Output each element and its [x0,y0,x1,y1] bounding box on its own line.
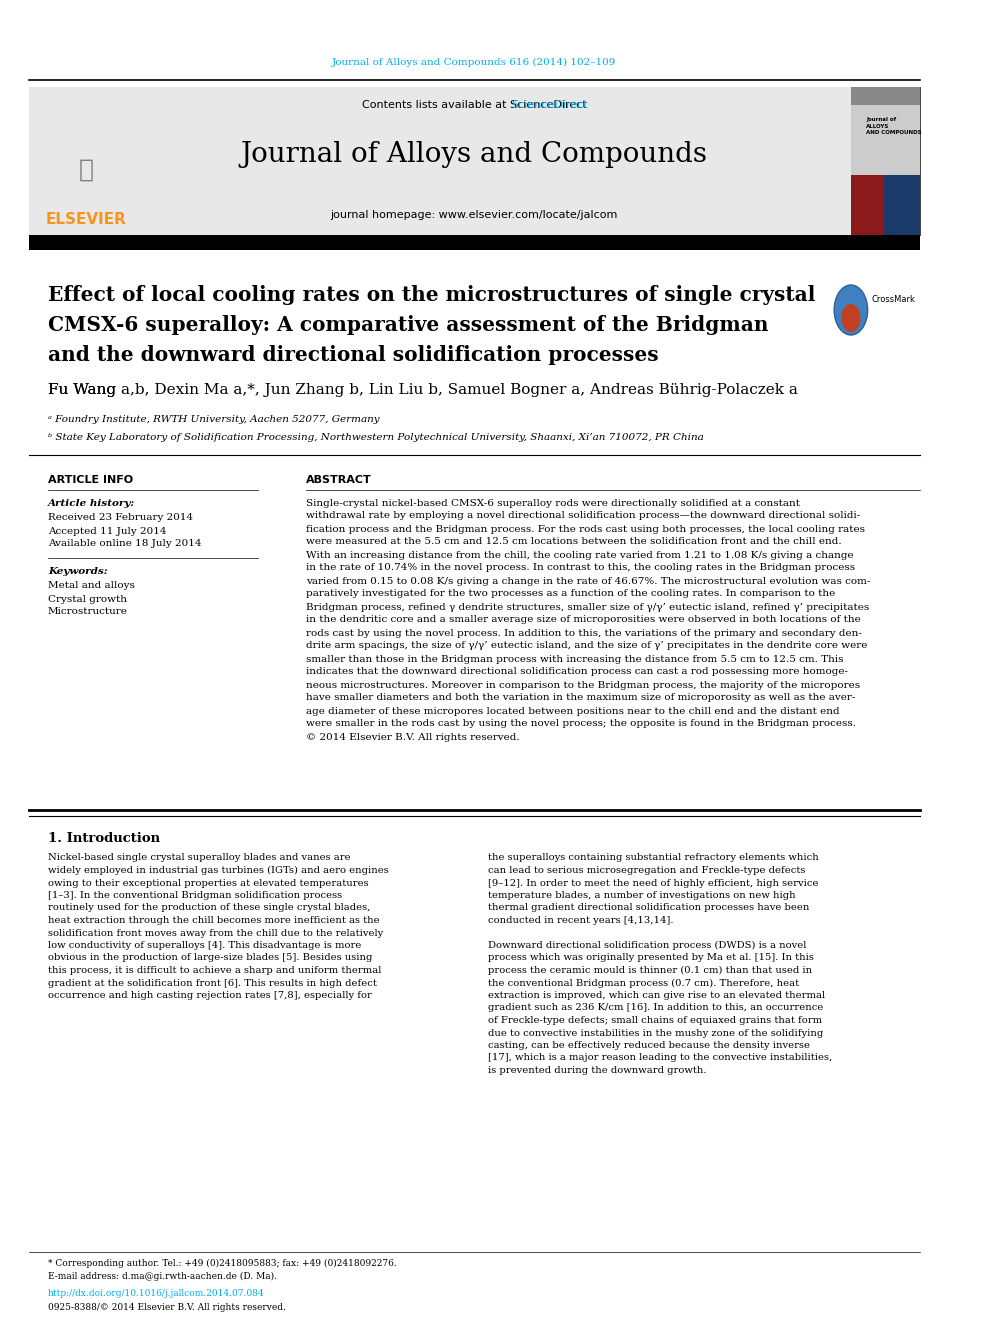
Text: Fu Wang a,b, Dexin Ma a,*, Jun Zhang b, Lin Liu b, Samuel Bogner a, Andreas Bühr: Fu Wang a,b, Dexin Ma a,*, Jun Zhang b, … [48,382,798,397]
Text: ABSTRACT: ABSTRACT [306,475,372,486]
Text: CrossMark: CrossMark [872,295,916,304]
Text: of Freckle-type defects; small chains of equiaxed grains that form: of Freckle-type defects; small chains of… [488,1016,821,1025]
Text: Nickel-based single crystal superalloy blades and vanes are: Nickel-based single crystal superalloy b… [48,853,350,863]
Text: drite arm spacings, the size of γ/γ’ eutectic island, and the size of γ’ precipi: drite arm spacings, the size of γ/γ’ eut… [306,642,867,651]
FancyBboxPatch shape [29,87,177,235]
Text: this process, it is difficult to achieve a sharp and uniform thermal: this process, it is difficult to achieve… [48,966,381,975]
Text: ARTICLE INFO: ARTICLE INFO [48,475,133,486]
Text: the superalloys containing substantial refractory elements which: the superalloys containing substantial r… [488,853,818,863]
Text: [9–12]. In order to meet the need of highly efficient, high service: [9–12]. In order to meet the need of hig… [488,878,818,888]
Text: Effect of local cooling rates on the microstructures of single crystal: Effect of local cooling rates on the mic… [48,284,815,306]
Text: gradient at the solidification front [6]. This results in high defect: gradient at the solidification front [6]… [48,979,377,987]
FancyBboxPatch shape [851,105,920,175]
Text: 🌳: 🌳 [78,157,93,183]
Text: rods cast by using the novel process. In addition to this, the variations of the: rods cast by using the novel process. In… [306,628,862,638]
Text: conducted in recent years [4,13,14].: conducted in recent years [4,13,14]. [488,916,674,925]
Text: http://dx.doi.org/10.1016/j.jallcom.2014.07.084: http://dx.doi.org/10.1016/j.jallcom.2014… [48,1289,265,1298]
Text: [1–3]. In the conventional Bridgman solidification process: [1–3]. In the conventional Bridgman soli… [48,890,342,900]
Text: Accepted 11 July 2014: Accepted 11 July 2014 [48,527,167,536]
Text: neous microstructures. Moreover in comparison to the Bridgman process, the major: neous microstructures. Moreover in compa… [306,680,860,689]
Text: due to convective instabilities in the mushy zone of the solidifying: due to convective instabilities in the m… [488,1028,822,1037]
Text: ELSEVIER: ELSEVIER [46,213,127,228]
Text: process the ceramic mould is thinner (0.1 cm) than that used in: process the ceramic mould is thinner (0.… [488,966,811,975]
Ellipse shape [834,284,868,335]
FancyBboxPatch shape [851,87,920,235]
Text: Journal of
ALLOYS
AND COMPOUNDS: Journal of ALLOYS AND COMPOUNDS [866,118,922,135]
FancyBboxPatch shape [851,87,920,105]
Text: temperature blades, a number of investigations on new high: temperature blades, a number of investig… [488,890,796,900]
FancyBboxPatch shape [885,175,920,235]
Text: journal homepage: www.elsevier.com/locate/jalcom: journal homepage: www.elsevier.com/locat… [330,210,618,220]
Text: gradient such as 236 K/cm [16]. In addition to this, an occurrence: gradient such as 236 K/cm [16]. In addit… [488,1004,823,1012]
Text: smaller than those in the Bridgman process with increasing the distance from 5.5: smaller than those in the Bridgman proce… [306,655,843,664]
Text: extraction is improved, which can give rise to an elevated thermal: extraction is improved, which can give r… [488,991,824,1000]
Text: owing to their exceptional properties at elevated temperatures: owing to their exceptional properties at… [48,878,368,888]
Text: occurrence and high casting rejection rates [7,8], especially for: occurrence and high casting rejection ra… [48,991,372,1000]
Text: Metal and alloys: Metal and alloys [48,582,135,590]
Text: Microstructure: Microstructure [48,607,128,617]
Text: low conductivity of superalloys [4]. This disadvantage is more: low conductivity of superalloys [4]. Thi… [48,941,361,950]
Text: have smaller diameters and both the variation in the maximum size of microporosi: have smaller diameters and both the vari… [306,693,855,703]
Text: varied from 0.15 to 0.08 K/s giving a change in the rate of 46.67%. The microstr: varied from 0.15 to 0.08 K/s giving a ch… [306,577,870,586]
Text: Keywords:: Keywords: [48,568,107,577]
Text: Contents lists available at ScienceDirect: Contents lists available at ScienceDirec… [362,101,586,110]
Text: ᵇ State Key Laboratory of Solidification Processing, Northwestern Polytechnical : ᵇ State Key Laboratory of Solidification… [48,433,703,442]
Text: E-mail address: d.ma@gi.rwth-aachen.de (D. Ma).: E-mail address: d.ma@gi.rwth-aachen.de (… [48,1271,277,1281]
Text: withdrawal rate by employing a novel directional solidification process—the down: withdrawal rate by employing a novel dir… [306,512,860,520]
Text: fication process and the Bridgman process. For the rods cast using both processe: fication process and the Bridgman proces… [306,524,865,533]
Text: CMSX-6 superalloy: A comparative assessment of the Bridgman: CMSX-6 superalloy: A comparative assessm… [48,315,768,335]
Text: were smaller in the rods cast by using the novel process; the opposite is found : were smaller in the rods cast by using t… [306,720,856,729]
Text: is prevented during the downward growth.: is prevented during the downward growth. [488,1066,706,1076]
Text: and the downward directional solidification processes: and the downward directional solidificat… [48,345,659,365]
Text: * Corresponding author. Tel.: +49 (0)2418095883; fax: +49 (0)2418092276.: * Corresponding author. Tel.: +49 (0)241… [48,1258,397,1267]
Text: widely employed in industrial gas turbines (IGTs) and aero engines: widely employed in industrial gas turbin… [48,867,389,875]
Text: age diameter of these micropores located between positions near to the chill end: age diameter of these micropores located… [306,706,839,716]
Text: can lead to serious microsegregation and Freckle-type defects: can lead to serious microsegregation and… [488,867,805,875]
Text: Single-crystal nickel-based CMSX-6 superalloy rods were directionally solidified: Single-crystal nickel-based CMSX-6 super… [306,499,800,508]
Text: in the rate of 10.74% in the novel process. In contrast to this, the cooling rat: in the rate of 10.74% in the novel proce… [306,564,855,573]
FancyBboxPatch shape [29,235,920,250]
FancyBboxPatch shape [29,87,851,235]
Text: Article history:: Article history: [48,499,135,508]
Text: Fu Wang: Fu Wang [48,382,121,397]
Text: obvious in the production of large-size blades [5]. Besides using: obvious in the production of large-size … [48,954,372,963]
Text: 1. Introduction: 1. Introduction [48,831,160,844]
Text: Journal of Alloys and Compounds 616 (2014) 102–109: Journal of Alloys and Compounds 616 (201… [332,57,616,66]
FancyBboxPatch shape [851,175,885,235]
Text: thermal gradient directional solidification processes have been: thermal gradient directional solidificat… [488,904,808,913]
Text: the conventional Bridgman process (0.7 cm). Therefore, heat: the conventional Bridgman process (0.7 c… [488,979,799,987]
Text: Downward directional solidification process (DWDS) is a novel: Downward directional solidification proc… [488,941,806,950]
Text: Crystal growth: Crystal growth [48,594,127,603]
Ellipse shape [841,304,860,332]
Text: Bridgman process, refined γ dendrite structures, smaller size of γ/γ’ eutectic i: Bridgman process, refined γ dendrite str… [306,602,869,611]
Text: heat extraction through the chill becomes more inefficient as the: heat extraction through the chill become… [48,916,379,925]
Text: Received 23 February 2014: Received 23 February 2014 [48,513,192,523]
Text: ᵃ Foundry Institute, RWTH University, Aachen 52077, Germany: ᵃ Foundry Institute, RWTH University, Aa… [48,415,379,425]
Text: routinely used for the production of these single crystal blades,: routinely used for the production of the… [48,904,370,913]
Text: in the dendritic core and a smaller average size of microporosities were observe: in the dendritic core and a smaller aver… [306,615,861,624]
Text: ScienceDirect: ScienceDirect [511,101,588,110]
Text: casting, can be effectively reduced because the density inverse: casting, can be effectively reduced beca… [488,1041,809,1050]
Text: were measured at the 5.5 cm and 12.5 cm locations between the solidification fro: were measured at the 5.5 cm and 12.5 cm … [306,537,841,546]
Text: Journal of Alloys and Compounds: Journal of Alloys and Compounds [241,142,707,168]
Text: © 2014 Elsevier B.V. All rights reserved.: © 2014 Elsevier B.V. All rights reserved… [306,733,520,741]
Text: indicates that the downward directional solidification process can cast a rod po: indicates that the downward directional … [306,668,848,676]
Text: With an increasing distance from the chill, the cooling rate varied from 1.21 to: With an increasing distance from the chi… [306,550,853,560]
Text: Available online 18 July 2014: Available online 18 July 2014 [48,540,201,549]
Text: 0925-8388/© 2014 Elsevier B.V. All rights reserved.: 0925-8388/© 2014 Elsevier B.V. All right… [48,1303,286,1312]
Text: solidification front moves away from the chill due to the relatively: solidification front moves away from the… [48,929,383,938]
Text: paratively investigated for the two processes as a function of the cooling rates: paratively investigated for the two proc… [306,590,835,598]
Text: [17], which is a major reason leading to the convective instabilities,: [17], which is a major reason leading to… [488,1053,832,1062]
Text: process which was originally presented by Ma et al. [15]. In this: process which was originally presented b… [488,954,813,963]
